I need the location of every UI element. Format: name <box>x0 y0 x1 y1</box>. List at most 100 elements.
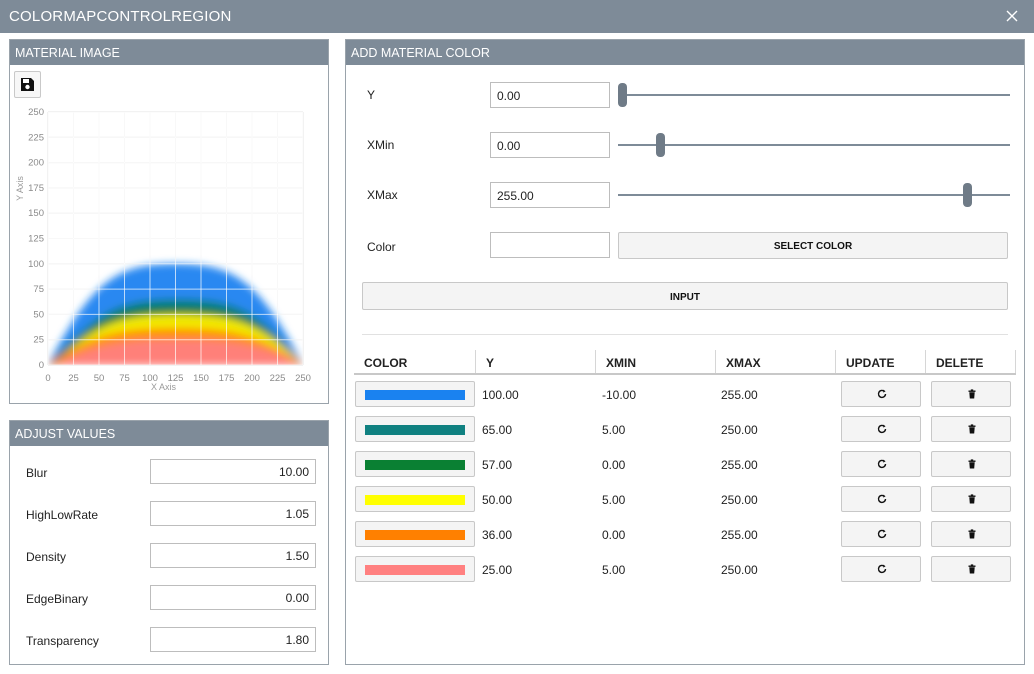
chart-y-tick-label: 0 <box>39 360 44 371</box>
y-label: Y <box>367 88 376 102</box>
row-y: 65.00 <box>482 423 513 437</box>
refresh-icon <box>877 564 887 574</box>
delete-button[interactable] <box>931 451 1011 477</box>
chart-x-tick-label: 50 <box>94 373 105 384</box>
input-button[interactable]: INPUT <box>362 282 1008 310</box>
update-button[interactable] <box>841 556 921 582</box>
chart-y-tick-label: 25 <box>33 335 44 346</box>
color-swatch-button[interactable] <box>355 521 475 547</box>
row-y: 50.00 <box>482 493 513 507</box>
column-header-update[interactable]: UPDATE <box>846 356 895 370</box>
edgebinary-input[interactable]: 0.00 <box>150 585 316 610</box>
chart-y-tick-label: 50 <box>33 309 44 320</box>
save-button[interactable] <box>14 71 41 98</box>
chart-y-tick-label: 250 <box>28 107 44 118</box>
select-color-button[interactable]: SELECT COLOR <box>618 232 1008 259</box>
highlowrate-input[interactable]: 1.05 <box>150 501 316 526</box>
density-input[interactable]: 1.50 <box>150 543 316 568</box>
xmax-slider[interactable] <box>618 182 1010 208</box>
adjust-row-density: Density 1.50 <box>10 543 328 569</box>
color-table-header: COLOR Y XMIN XMAX UPDATE DELETE <box>354 350 1016 375</box>
refresh-icon <box>877 494 887 504</box>
color-swatch-button[interactable] <box>355 556 475 582</box>
window-title: COLORMAPCONTROLREGION <box>9 8 232 25</box>
highlowrate-label: HighLowRate <box>26 508 99 522</box>
row-xmax: 250.00 <box>721 423 758 437</box>
color-swatch <box>365 495 465 505</box>
delete-button[interactable] <box>931 521 1011 547</box>
table-row: 50.00 5.00 250.00 <box>354 486 1016 516</box>
chart-y-tick-label: 225 <box>28 132 44 143</box>
row-xmin: 5.00 <box>602 423 626 437</box>
column-separator <box>1015 350 1016 373</box>
color-swatch-button[interactable] <box>355 451 475 477</box>
adjust-row-blur: Blur 10.00 <box>10 459 328 485</box>
column-header-xmax[interactable]: XMAX <box>726 356 761 370</box>
update-button[interactable] <box>841 416 921 442</box>
column-header-delete[interactable]: DELETE <box>936 356 984 370</box>
refresh-icon <box>877 389 887 399</box>
color-row: Color SELECT COLOR <box>346 232 1024 259</box>
color-swatch-button[interactable] <box>355 416 475 442</box>
xmax-slider-track <box>618 194 1010 196</box>
row-y: 100.00 <box>482 388 519 402</box>
row-y: 57.00 <box>482 458 513 472</box>
xmin-slider-thumb[interactable] <box>656 133 665 157</box>
table-row: 36.00 0.00 255.00 <box>354 521 1016 551</box>
transparency-input[interactable]: 1.80 <box>150 627 316 652</box>
xmax-input[interactable]: 255.00 <box>490 182 610 208</box>
chart-x-tick-label: 225 <box>270 373 286 384</box>
column-header-xmin[interactable]: XMIN <box>606 356 636 370</box>
xmin-input[interactable]: 0.00 <box>490 132 610 158</box>
update-button[interactable] <box>841 521 921 547</box>
xmin-row: XMin 0.00 <box>346 132 1024 158</box>
row-y: 36.00 <box>482 528 513 542</box>
chart-y-tick-label: 150 <box>28 208 44 219</box>
xmax-slider-thumb[interactable] <box>963 183 972 207</box>
color-input[interactable] <box>490 232 610 258</box>
close-icon[interactable] <box>1004 8 1020 24</box>
chart-x-tick-label: 0 <box>45 373 50 384</box>
delete-button[interactable] <box>931 381 1011 407</box>
color-swatch <box>365 460 465 470</box>
delete-button[interactable] <box>931 486 1011 512</box>
chart-y-tick-label: 200 <box>28 158 44 169</box>
table-row: 65.00 5.00 250.00 <box>354 416 1016 446</box>
chart-x-axis-label: X Axis <box>151 382 177 392</box>
refresh-icon <box>877 424 887 434</box>
update-button[interactable] <box>841 486 921 512</box>
delete-button[interactable] <box>931 556 1011 582</box>
column-separator <box>595 350 596 373</box>
column-header-color[interactable]: COLOR <box>364 356 408 370</box>
delete-button[interactable] <box>931 416 1011 442</box>
xmin-slider[interactable] <box>618 132 1010 158</box>
blur-input[interactable]: 10.00 <box>150 459 316 484</box>
blur-label: Blur <box>26 466 48 480</box>
y-slider[interactable] <box>618 82 1010 108</box>
y-input[interactable]: 0.00 <box>490 82 610 108</box>
material-image-panel: MATERIAL IMAGE 0 25 50 75 100 125 150 175 200 225… <box>9 39 329 404</box>
chart-band <box>53 339 303 365</box>
color-swatch <box>365 565 465 575</box>
trash-icon <box>968 564 976 574</box>
row-xmax: 255.00 <box>721 388 758 402</box>
adjust-values-header: ADJUST VALUES <box>10 421 328 446</box>
y-slider-thumb[interactable] <box>618 83 627 107</box>
adjust-row-highlowrate: HighLowRate 1.05 <box>10 501 328 527</box>
row-xmin: 0.00 <box>602 528 626 542</box>
update-button[interactable] <box>841 381 921 407</box>
chart-y-tick-label: 125 <box>28 234 44 245</box>
chart-y-axis-label: Y Axis <box>15 176 25 201</box>
color-swatch-button[interactable] <box>355 381 475 407</box>
trash-icon <box>968 389 976 399</box>
trash-icon <box>968 424 976 434</box>
trash-icon <box>968 459 976 469</box>
column-separator <box>475 350 476 373</box>
chart-x-tick-label: 200 <box>244 373 260 384</box>
color-swatch-button[interactable] <box>355 486 475 512</box>
column-header-y[interactable]: Y <box>486 356 495 370</box>
chart-y-tick-label: 175 <box>28 183 44 194</box>
chart-x-tick-label: 150 <box>193 373 209 384</box>
transparency-label: Transparency <box>26 634 99 648</box>
update-button[interactable] <box>841 451 921 477</box>
